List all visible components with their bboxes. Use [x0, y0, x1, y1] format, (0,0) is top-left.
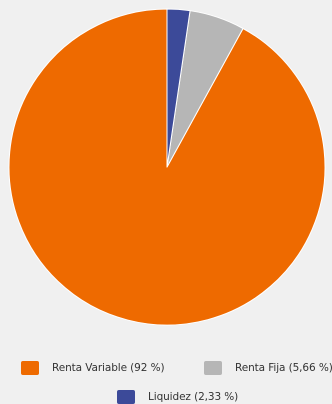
legend-swatch — [21, 361, 39, 375]
legend-item-renta-fija: Renta Fija (5,66 %) — [204, 361, 332, 375]
pie-slice-2 — [166, 8, 191, 168]
legend-label: Liquidez (2,33 %) — [148, 391, 239, 403]
legend-item-liquidez: Liquidez (2,33 %) — [117, 390, 238, 404]
legend-item-renta-variable: Renta Variable (92 %) — [21, 361, 165, 375]
pie-chart — [8, 8, 326, 326]
legend-swatch — [117, 390, 135, 404]
legend-swatch — [204, 361, 222, 375]
legend-label: Renta Fija (5,66 %) — [235, 362, 332, 374]
legend-label: Renta Variable (92 %) — [52, 362, 165, 374]
